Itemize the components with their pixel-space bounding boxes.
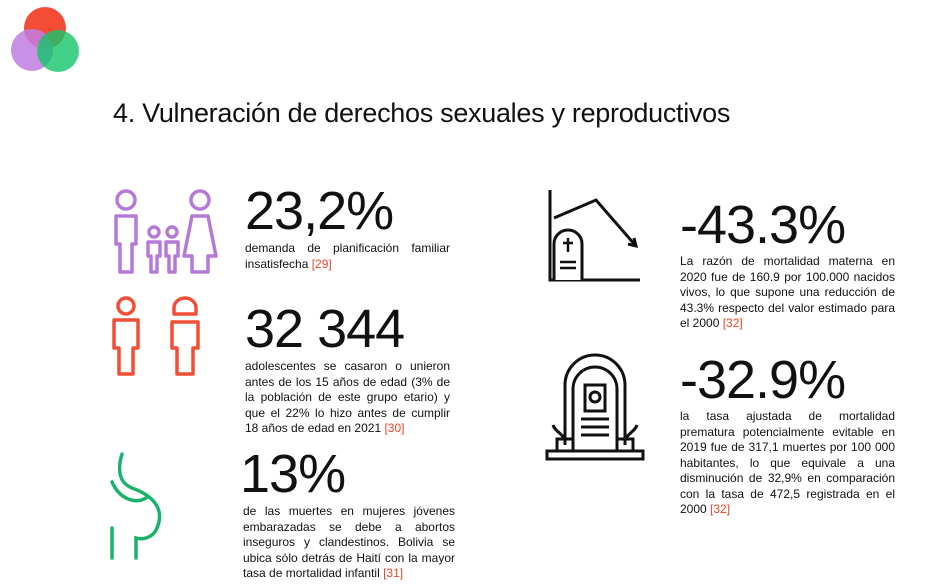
stat-text: adolescentes se casaron o unieron antes …: [245, 359, 450, 437]
mortality-chart-icon: [548, 190, 640, 282]
citation[interactable]: [32]: [710, 502, 731, 516]
citation[interactable]: [29]: [311, 256, 332, 271]
stat-value: -43.3%: [680, 195, 846, 255]
stat-text: demanda de planificación familiar insati…: [245, 241, 450, 272]
stat-description: La razón de mortalidad materna en 2020 f…: [680, 254, 895, 330]
pregnancy-icon: [110, 452, 162, 560]
stat-description: la tasa ajustada de mortalidad prematura…: [680, 409, 895, 516]
logo: [11, 7, 79, 72]
memorial-icon: [545, 353, 645, 461]
stat-value: 13%: [240, 444, 346, 504]
stat-text: La razón de mortalidad materna en 2020 f…: [680, 254, 895, 332]
title: 4. Vulneración de derechos sexuales y re…: [113, 98, 731, 128]
stat-value: -32.9%: [680, 350, 846, 410]
citation[interactable]: [32]: [722, 316, 743, 330]
stat-text: la tasa ajustada de mortalidad prematura…: [680, 409, 895, 518]
stat-description: adolescentes se casaron o unieron antes …: [245, 359, 450, 435]
stat-value: 32 344: [245, 299, 405, 359]
family-icon: [114, 189, 218, 274]
stat-value: 23,2%: [245, 181, 394, 241]
stat-text: de las muertes en mujeres jóvenes embara…: [243, 504, 455, 582]
stat-description: demanda de planificación familiar insati…: [245, 241, 450, 271]
citation[interactable]: [31]: [383, 566, 404, 580]
stat-description: de las muertes en mujeres jóvenes embara…: [243, 504, 455, 580]
citation[interactable]: [30]: [384, 421, 405, 435]
youth-icon: [112, 296, 200, 376]
